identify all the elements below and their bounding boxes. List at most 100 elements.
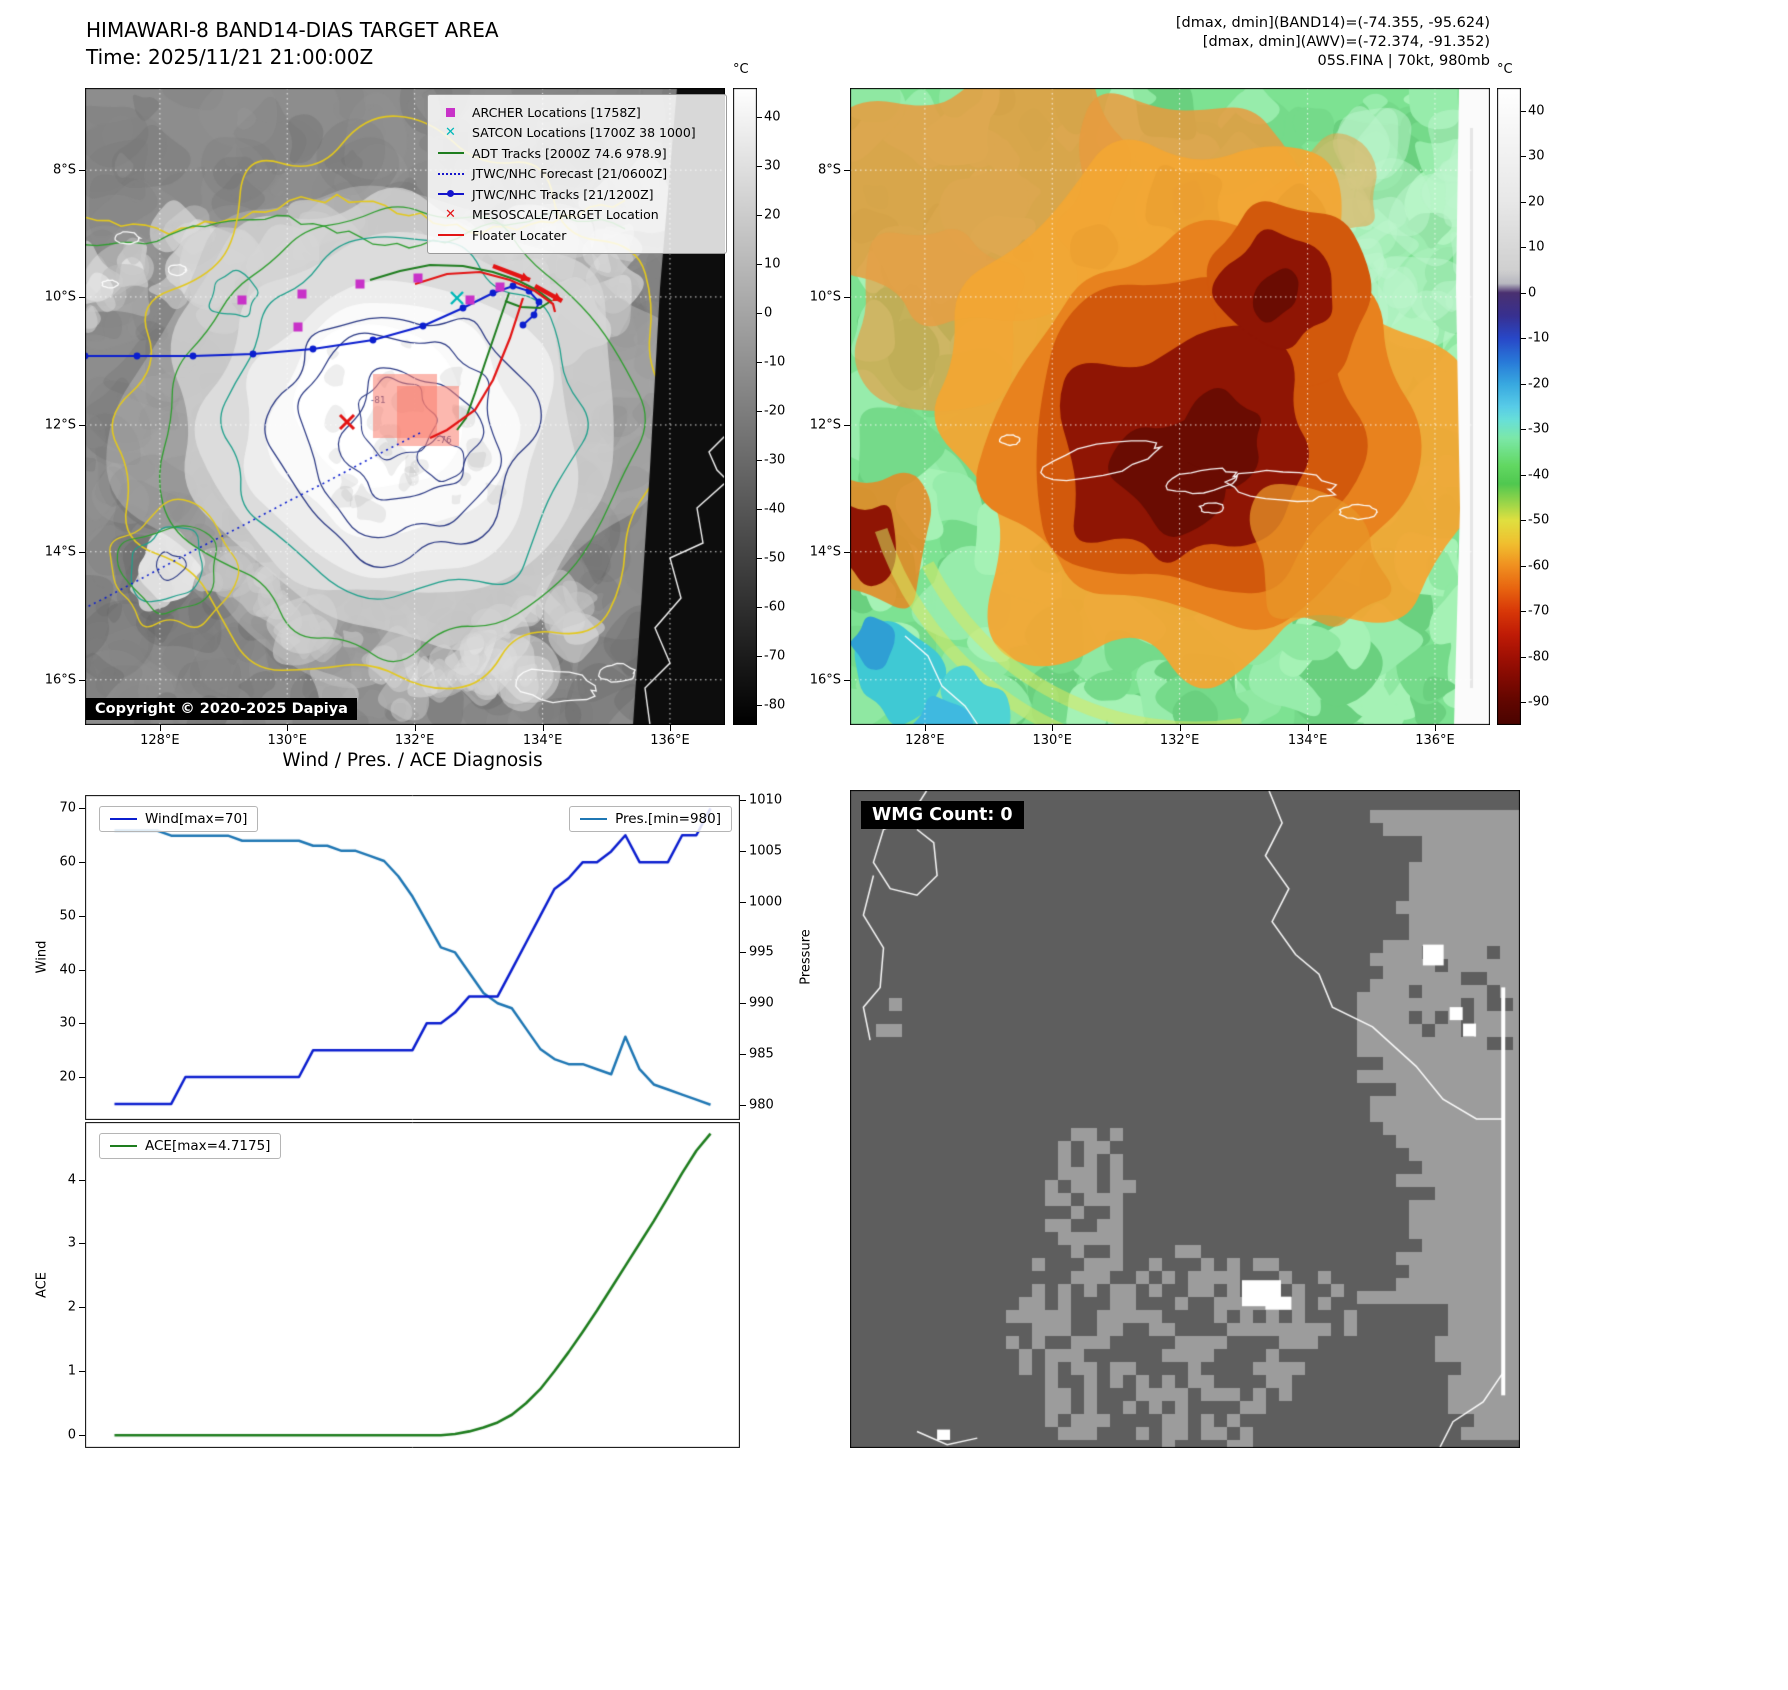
- wind-tick-label: 30: [59, 1015, 76, 1031]
- colorbar-tick-label: -60: [764, 599, 786, 615]
- awv-colorbar: [1497, 88, 1521, 725]
- colorbar-tick-label: -30: [764, 452, 786, 468]
- tick-mark: [757, 607, 762, 609]
- y-tick-label: 10°S: [44, 289, 76, 305]
- band14-panel-title: HIMAWARI-8 BAND14-DIAS TARGET AREA: [86, 18, 499, 42]
- x-tick-label: 136°E: [1415, 733, 1455, 748]
- awv-satellite-map: [850, 88, 1490, 725]
- tick-mark: [740, 800, 746, 802]
- pressure-tick-label: 990: [749, 995, 774, 1011]
- dmax-dmin-awv-label: [dmax, dmin](AWV)=(-72.374, -91.352): [1202, 34, 1490, 50]
- dotted-line-icon: [437, 172, 464, 175]
- line-icon: [437, 152, 464, 155]
- tick-mark: [757, 117, 762, 119]
- tick-mark: [669, 725, 671, 731]
- tick-mark: [1434, 725, 1436, 731]
- tick-mark: [1521, 110, 1526, 112]
- colorbar-tick-label: -30: [1528, 421, 1550, 437]
- ace-axis-title: ACE: [34, 1272, 50, 1298]
- tick-mark: [757, 264, 762, 266]
- x-icon: ✕: [445, 125, 456, 141]
- colorbar-tick-label: -40: [764, 501, 786, 517]
- y-tick-label: 16°S: [809, 672, 841, 688]
- tick-mark: [844, 424, 850, 426]
- colorbar-tick-label: -20: [1528, 376, 1550, 392]
- tick-mark: [1521, 201, 1526, 203]
- ace-tick-label: 3: [67, 1235, 76, 1251]
- tick-mark: [757, 558, 762, 560]
- ace-tick-label: 2: [67, 1299, 76, 1315]
- colorbar-tick-label: 30: [1528, 148, 1545, 164]
- ace-tick-label: 1: [67, 1363, 76, 1379]
- tick-mark: [1052, 725, 1054, 731]
- tick-mark: [1521, 611, 1526, 613]
- colorbar-tick-label: 0: [764, 305, 773, 321]
- tick-mark: [740, 1003, 746, 1005]
- colorbar-tick-label: 0: [1528, 285, 1537, 301]
- pressure-legend-label: Pres.[min=980]: [615, 811, 721, 827]
- legend-item-label: SATCON Locations [1700Z 38 1000]: [472, 125, 696, 141]
- colorbar-tick-label: -40: [1528, 467, 1550, 483]
- legend-item-1: ✕ SATCON Locations [1700Z 38 1000]: [437, 123, 717, 144]
- pressure-tick-label: 980: [749, 1097, 774, 1113]
- tick-mark: [79, 862, 85, 864]
- band14-colorbar-unit: °C: [733, 62, 749, 77]
- tick-mark: [1521, 520, 1526, 522]
- colorbar-tick-label: 20: [1528, 194, 1545, 210]
- pressure-tick-label: 1010: [749, 792, 783, 808]
- pressure-legend-box: Pres.[min=980]: [569, 806, 732, 832]
- tick-mark: [740, 901, 746, 903]
- tick-mark: [844, 551, 850, 553]
- storm-id-intensity-label: 05S.FINA | 70kt, 980mb: [1317, 53, 1490, 69]
- tick-mark: [79, 1023, 85, 1025]
- square-icon: [437, 107, 464, 117]
- tick-mark: [79, 808, 85, 810]
- y-tick-label: 8°S: [817, 162, 841, 178]
- tick-mark: [79, 551, 85, 553]
- colorbar-tick-label: 10: [764, 256, 781, 272]
- tick-mark: [757, 362, 762, 364]
- storm-info-block: [dmax, dmin](BAND14)=(-74.355, -95.624) …: [1176, 14, 1490, 71]
- pressure-tick-label: 985: [749, 1046, 774, 1062]
- tick-mark: [757, 656, 762, 658]
- legend-item-label: MESOSCALE/TARGET Location: [472, 207, 659, 223]
- tick-mark: [79, 1077, 85, 1079]
- tick-mark: [159, 725, 161, 731]
- tick-mark: [542, 725, 544, 731]
- tick-mark: [287, 725, 289, 731]
- y-tick-label: 10°S: [809, 289, 841, 305]
- wind-tick-label: 60: [59, 854, 76, 870]
- pressure-line-swatch-icon: [580, 818, 608, 820]
- legend-item-5: ✕ MESOSCALE/TARGET Location: [437, 205, 717, 226]
- colorbar-tick-label: -50: [764, 550, 786, 566]
- tick-mark: [1521, 156, 1526, 158]
- copyright-label: Copyright © 2020-2025 Dapiya: [86, 698, 357, 720]
- wind-axis-title: Wind: [34, 940, 50, 974]
- tick-mark: [79, 1371, 85, 1373]
- legend-item-label: ADT Tracks [2000Z 74.6 978.9]: [472, 145, 667, 161]
- tick-mark: [757, 509, 762, 511]
- line-marker-icon: [437, 190, 464, 198]
- band14-colorbar: [733, 88, 757, 725]
- colorbar-tick-label: -60: [1528, 558, 1550, 574]
- legend-item-label: ARCHER Locations [1758Z]: [472, 104, 641, 120]
- colorbar-tick-label: -80: [1528, 649, 1550, 665]
- wind-pressure-chart: [85, 795, 740, 1120]
- wind-legend-box: Wind[max=70]: [99, 806, 259, 832]
- band14-map-legend: ARCHER Locations [1758Z] ✕ SATCON Location…: [427, 94, 727, 254]
- tick-mark: [1307, 725, 1309, 731]
- tick-mark: [740, 1104, 746, 1106]
- tick-mark: [79, 679, 85, 681]
- line-icon: [437, 234, 464, 237]
- legend-item-label: Floater Locater: [472, 227, 567, 243]
- tick-mark: [1521, 565, 1526, 567]
- diagnosis-title: Wind / Pres. / ACE Diagnosis: [282, 750, 543, 771]
- wind-tick-label: 70: [59, 800, 76, 816]
- tick-mark: [1521, 702, 1526, 704]
- wind-tick-label: 40: [59, 962, 76, 978]
- legend-item-6: Floater Locater: [437, 225, 717, 246]
- tick-mark: [757, 215, 762, 217]
- tick-mark: [1521, 247, 1526, 249]
- tick-mark: [1179, 725, 1181, 731]
- tick-mark: [757, 166, 762, 168]
